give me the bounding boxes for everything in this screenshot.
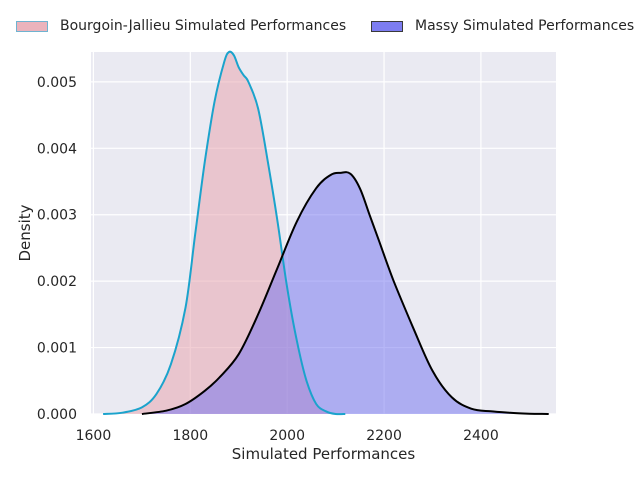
y-tick-label: 0.005 [37, 75, 77, 91]
density-line-massy [141, 171, 549, 415]
density-line-bourgoin [103, 50, 346, 416]
x-tick-label: 1600 [76, 428, 112, 444]
x-tick-label: 2200 [366, 428, 402, 444]
x-tick-label: 2000 [269, 428, 305, 444]
y-tick-label: 0.001 [37, 341, 77, 357]
legend-swatch-bourgoin [16, 20, 48, 32]
x-axis-label: Simulated Performances [232, 445, 416, 463]
y-tick-label: 0.003 [37, 208, 77, 224]
legend-item-bourgoin: Bourgoin-Jallieu Simulated Performances [16, 18, 346, 34]
legend-item-massy: Massy Simulated Performances [371, 18, 634, 34]
x-tick-label: 1800 [172, 428, 208, 444]
y-tick-label: 0.004 [37, 141, 77, 157]
x-tick-label: 2400 [463, 428, 499, 444]
y-axis-label: Density [16, 204, 34, 261]
density-area-massy [141, 172, 549, 414]
legend: Bourgoin-Jallieu Simulated Performances … [0, 18, 640, 42]
legend-swatch-massy [371, 20, 403, 32]
legend-label-massy: Massy Simulated Performances [415, 18, 635, 34]
y-tick-label: 0.000 [37, 407, 77, 423]
y-tick-label: 0.002 [37, 274, 77, 290]
legend-label-bourgoin: Bourgoin-Jallieu Simulated Performances [60, 18, 347, 34]
